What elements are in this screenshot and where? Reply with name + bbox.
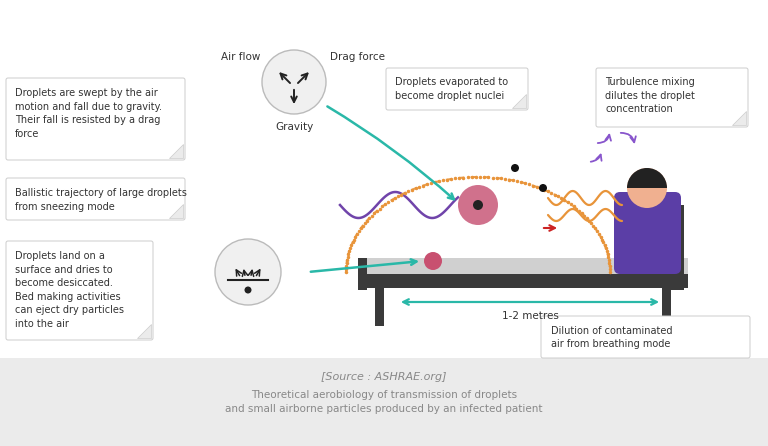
Polygon shape	[512, 94, 526, 108]
Circle shape	[262, 50, 326, 114]
Text: Dilution of contaminated
air from breathing mode: Dilution of contaminated air from breath…	[551, 326, 673, 349]
Circle shape	[215, 239, 281, 305]
FancyBboxPatch shape	[541, 316, 750, 358]
FancyBboxPatch shape	[614, 192, 681, 274]
Text: Gravity: Gravity	[275, 122, 313, 132]
Text: Air flow: Air flow	[220, 52, 260, 62]
Bar	[0, 358, 768, 446]
Circle shape	[511, 164, 519, 172]
Circle shape	[424, 252, 442, 270]
Circle shape	[458, 185, 498, 225]
Text: [Source : ASHRAE.org]: [Source : ASHRAE.org]	[321, 372, 447, 382]
FancyBboxPatch shape	[386, 68, 528, 110]
FancyBboxPatch shape	[596, 68, 748, 127]
Bar	[358, 258, 367, 290]
Bar	[662, 288, 671, 326]
Bar	[0, 0, 768, 358]
Circle shape	[539, 184, 547, 192]
Wedge shape	[627, 168, 667, 188]
Polygon shape	[137, 324, 151, 338]
FancyBboxPatch shape	[6, 178, 185, 220]
Circle shape	[473, 200, 483, 210]
Polygon shape	[169, 144, 183, 158]
Text: Droplets are swept by the air
motion and fall due to gravity.
Their fall is resi: Droplets are swept by the air motion and…	[15, 88, 162, 139]
FancyBboxPatch shape	[6, 78, 185, 160]
Text: Theoretical aerobiology of transmission of droplets
and small airborne particles: Theoretical aerobiology of transmission …	[225, 390, 543, 414]
Bar	[358, 258, 688, 274]
FancyBboxPatch shape	[6, 241, 153, 340]
Text: Ballistic trajectory of large droplets
from sneezing mode: Ballistic trajectory of large droplets f…	[15, 188, 187, 211]
Bar	[668, 205, 684, 290]
Circle shape	[244, 286, 251, 293]
Text: Drag force: Drag force	[330, 52, 385, 62]
Polygon shape	[169, 204, 183, 218]
Text: 1-2 metres: 1-2 metres	[502, 311, 558, 321]
Text: Droplets evaporated to
become droplet nuclei: Droplets evaporated to become droplet nu…	[395, 77, 508, 101]
Polygon shape	[732, 111, 746, 125]
Circle shape	[627, 168, 667, 208]
Text: Droplets land on a
surface and dries to
become desiccated.
Bed making activities: Droplets land on a surface and dries to …	[15, 251, 124, 329]
Text: Turbulence mixing
dilutes the droplet
concentration: Turbulence mixing dilutes the droplet co…	[605, 77, 695, 114]
Bar	[375, 288, 384, 326]
Bar	[358, 274, 688, 288]
